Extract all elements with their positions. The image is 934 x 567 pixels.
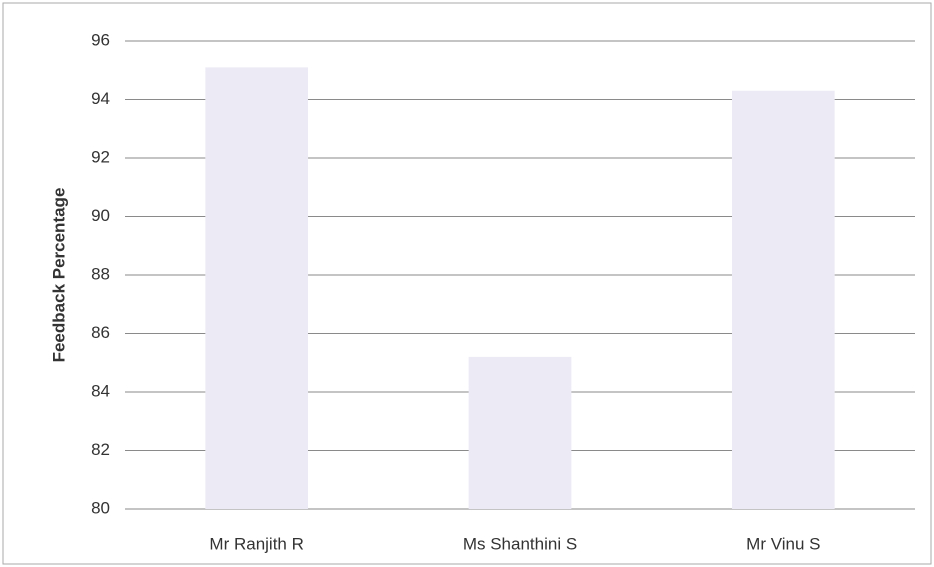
y-tick-label: 90 — [91, 206, 110, 225]
bar — [205, 67, 309, 509]
x-tick-label: Ms Shanthini S — [463, 534, 577, 553]
y-tick-label: 94 — [91, 89, 110, 108]
y-tick-label: 80 — [91, 498, 110, 517]
y-tick-label: 86 — [91, 323, 110, 342]
bar — [731, 90, 835, 509]
x-tick-label: Mr Vinu S — [746, 534, 820, 553]
y-tick-label: 82 — [91, 440, 110, 459]
y-tick-label: 92 — [91, 147, 110, 166]
y-tick-label: 88 — [91, 264, 110, 283]
y-tick-label: 84 — [91, 381, 110, 400]
x-tick-label: Mr Ranjith R — [209, 534, 303, 553]
bar — [468, 356, 572, 509]
y-tick-label: 96 — [91, 30, 110, 49]
y-axis-label: Feedback Percentage — [49, 188, 68, 363]
